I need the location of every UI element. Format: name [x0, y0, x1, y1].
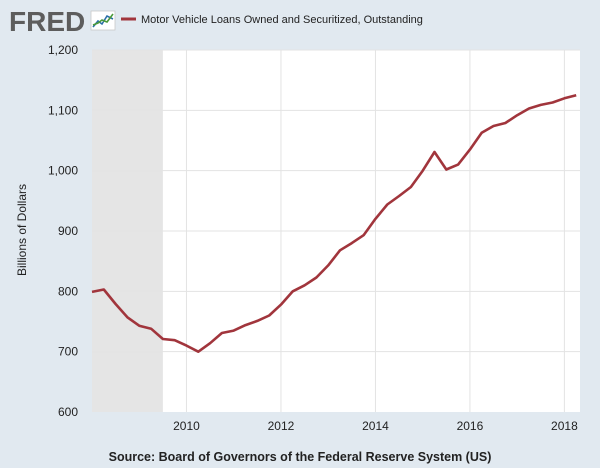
y-axis-label: Billions of Dollars — [15, 184, 29, 276]
fred-logo[interactable]: FRED — [9, 6, 116, 37]
y-tick-label: 700 — [58, 345, 78, 359]
x-tick-label: 2014 — [362, 419, 389, 433]
series-layer — [91, 94, 577, 354]
y-tick-label: 1,100 — [48, 103, 78, 117]
y-tick-label: 1,200 — [48, 43, 78, 57]
y-tick-label: 900 — [58, 224, 78, 238]
legend-label: Motor Vehicle Loans Owned and Securitize… — [141, 14, 423, 26]
fred-line-chart-icon — [90, 10, 116, 31]
x-tick-label: 2012 — [268, 419, 295, 433]
gridlines — [92, 49, 580, 412]
x-axis-ticks: 2010 2012 2014 2016 2018 — [173, 419, 578, 433]
y-tick-label: 600 — [58, 405, 78, 419]
fred-logo-text: FRED — [9, 6, 85, 37]
y-tick-label: 800 — [58, 284, 78, 298]
series-line — [91, 94, 577, 354]
legend: Motor Vehicle Loans Owned and Securitize… — [121, 14, 423, 26]
x-tick-label: 2018 — [551, 419, 578, 433]
y-tick-label: 1,000 — [48, 164, 78, 178]
x-tick-label: 2010 — [173, 419, 200, 433]
y-axis-ticks: 600 700 800 900 1,000 1,100 1,200 — [48, 43, 78, 419]
x-tick-label: 2016 — [457, 419, 484, 433]
source-note: Source: Board of Governors of the Federa… — [109, 450, 492, 464]
